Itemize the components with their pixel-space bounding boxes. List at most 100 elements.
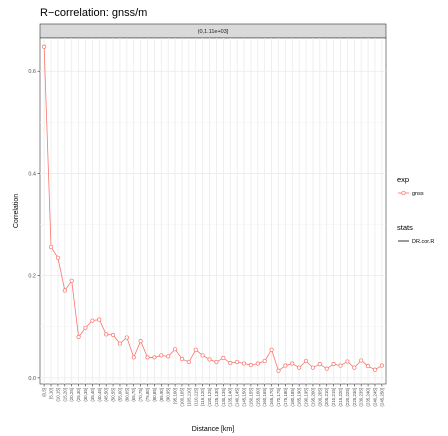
legend-title: exp	[397, 175, 409, 184]
data-point	[372, 367, 378, 372]
data-point	[310, 365, 315, 370]
x-tick-label: (10,15]	[55, 388, 60, 402]
x-tick-label: (235,240]	[366, 388, 371, 407]
x-tick-label: (175,180]	[283, 388, 288, 407]
data-point	[83, 325, 88, 330]
x-tick-label: (195,200]	[310, 388, 315, 407]
data-point	[124, 335, 129, 340]
legend: exp gnss stats DR.cor.R	[397, 175, 434, 245]
data-point	[303, 358, 309, 364]
data-point	[55, 255, 60, 260]
data-point	[193, 347, 198, 352]
data-point	[159, 353, 164, 358]
x-tick-label: (225,230]	[352, 388, 357, 407]
y-axis-title: Correlation	[13, 194, 20, 228]
data-point	[366, 364, 371, 369]
x-tick-label: (75,80]	[145, 388, 150, 402]
data-point	[152, 355, 157, 360]
x-tick-label: (100,105]	[179, 388, 184, 407]
data-point	[104, 332, 109, 337]
x-tick-label: (110,115]	[193, 388, 198, 406]
data-point	[262, 358, 267, 364]
x-tick-label: (130,135]	[221, 388, 226, 407]
x-tick-label: (55,60]	[117, 388, 122, 402]
series-gnss	[42, 44, 384, 373]
x-tick-label: (90,95]	[166, 388, 171, 402]
x-tick-label: (15,20]	[62, 388, 67, 402]
data-point	[76, 334, 81, 340]
data-point	[241, 361, 247, 366]
data-point	[283, 363, 288, 368]
legend-label: gnss	[412, 191, 424, 197]
x-tick-label: (245,250]	[379, 388, 384, 407]
x-tick-label: (135,140]	[228, 388, 233, 407]
chart-title: R−correlation: gnss/m	[40, 7, 147, 19]
data-point	[345, 359, 350, 364]
y-axis: 0.0 0.2 0.4 0.6	[28, 69, 40, 382]
x-tick-label: (205,210]	[324, 388, 329, 407]
x-tick-label: (60,65]	[124, 388, 129, 402]
x-tick-label: (5,10]	[49, 388, 54, 399]
data-point	[248, 363, 253, 368]
data-point	[359, 358, 364, 363]
x-tick-label: (230,235]	[359, 388, 364, 407]
data-point	[214, 359, 219, 365]
y-tick-label: 0.2	[28, 274, 36, 280]
data-point	[228, 360, 233, 366]
legend-label: DR.cor.R	[412, 239, 434, 245]
x-tick-label: (140,145]	[235, 388, 240, 407]
data-point	[111, 332, 116, 337]
data-point	[179, 356, 185, 362]
x-tick-label: (215,220]	[338, 388, 343, 407]
data-point	[97, 317, 102, 322]
x-tick-label: (240,245]	[372, 388, 377, 407]
x-tick-label: (170,175]	[276, 388, 281, 407]
x-tick-label: (165,170]	[269, 388, 274, 407]
data-point	[62, 288, 67, 293]
data-point	[221, 355, 226, 360]
x-tick-label: (50,55]	[111, 388, 116, 402]
x-tick-label: (150,155]	[248, 388, 253, 407]
data-point	[145, 355, 150, 360]
x-tick-label: (105,110]	[186, 388, 191, 406]
x-tick-label: (155,160]	[255, 388, 260, 407]
y-tick-label: 0.0	[28, 376, 36, 382]
data-point	[117, 341, 123, 346]
data-point	[69, 278, 74, 283]
legend-title: stats	[397, 223, 413, 232]
legend-key-point	[401, 190, 406, 196]
x-tick-label: (25,30]	[76, 388, 81, 402]
x-tick-label: (70,75]	[138, 388, 143, 402]
x-tick-label: (45,50]	[104, 388, 109, 402]
x-tick-label: (85,90]	[159, 388, 164, 402]
grid	[40, 38, 386, 384]
data-point	[324, 366, 329, 371]
x-tick-label: (35,40]	[90, 388, 95, 402]
x-tick-label: (30,35]	[83, 388, 88, 402]
data-point	[138, 339, 143, 344]
data-point	[331, 362, 336, 367]
data-point	[297, 365, 302, 370]
x-tick-label: (125,130]	[214, 388, 219, 407]
data-point	[352, 365, 357, 370]
x-tick-label: (220,225]	[345, 388, 350, 407]
x-tick-label: (95,100]	[173, 388, 178, 404]
data-point	[42, 44, 47, 49]
data-point	[269, 347, 274, 352]
x-tick-label: (20,25]	[69, 388, 74, 402]
x-tick-label: (145,150]	[242, 388, 247, 407]
data-point	[338, 363, 343, 368]
data-point	[186, 359, 191, 365]
data-point	[255, 361, 260, 366]
x-tick-label: (160,165]	[262, 388, 267, 407]
data-point	[131, 355, 136, 360]
data-point	[173, 347, 178, 352]
data-point	[379, 363, 384, 368]
x-tick-label: (185,190]	[297, 388, 302, 407]
x-tick-label: (0,5]	[42, 388, 47, 397]
x-tick-label: (40,45]	[97, 388, 102, 402]
x-tick-label: (80,85]	[152, 388, 157, 402]
data-point	[290, 361, 295, 366]
x-tick-label: (180,185]	[290, 388, 295, 407]
plot-panel	[39, 37, 387, 385]
